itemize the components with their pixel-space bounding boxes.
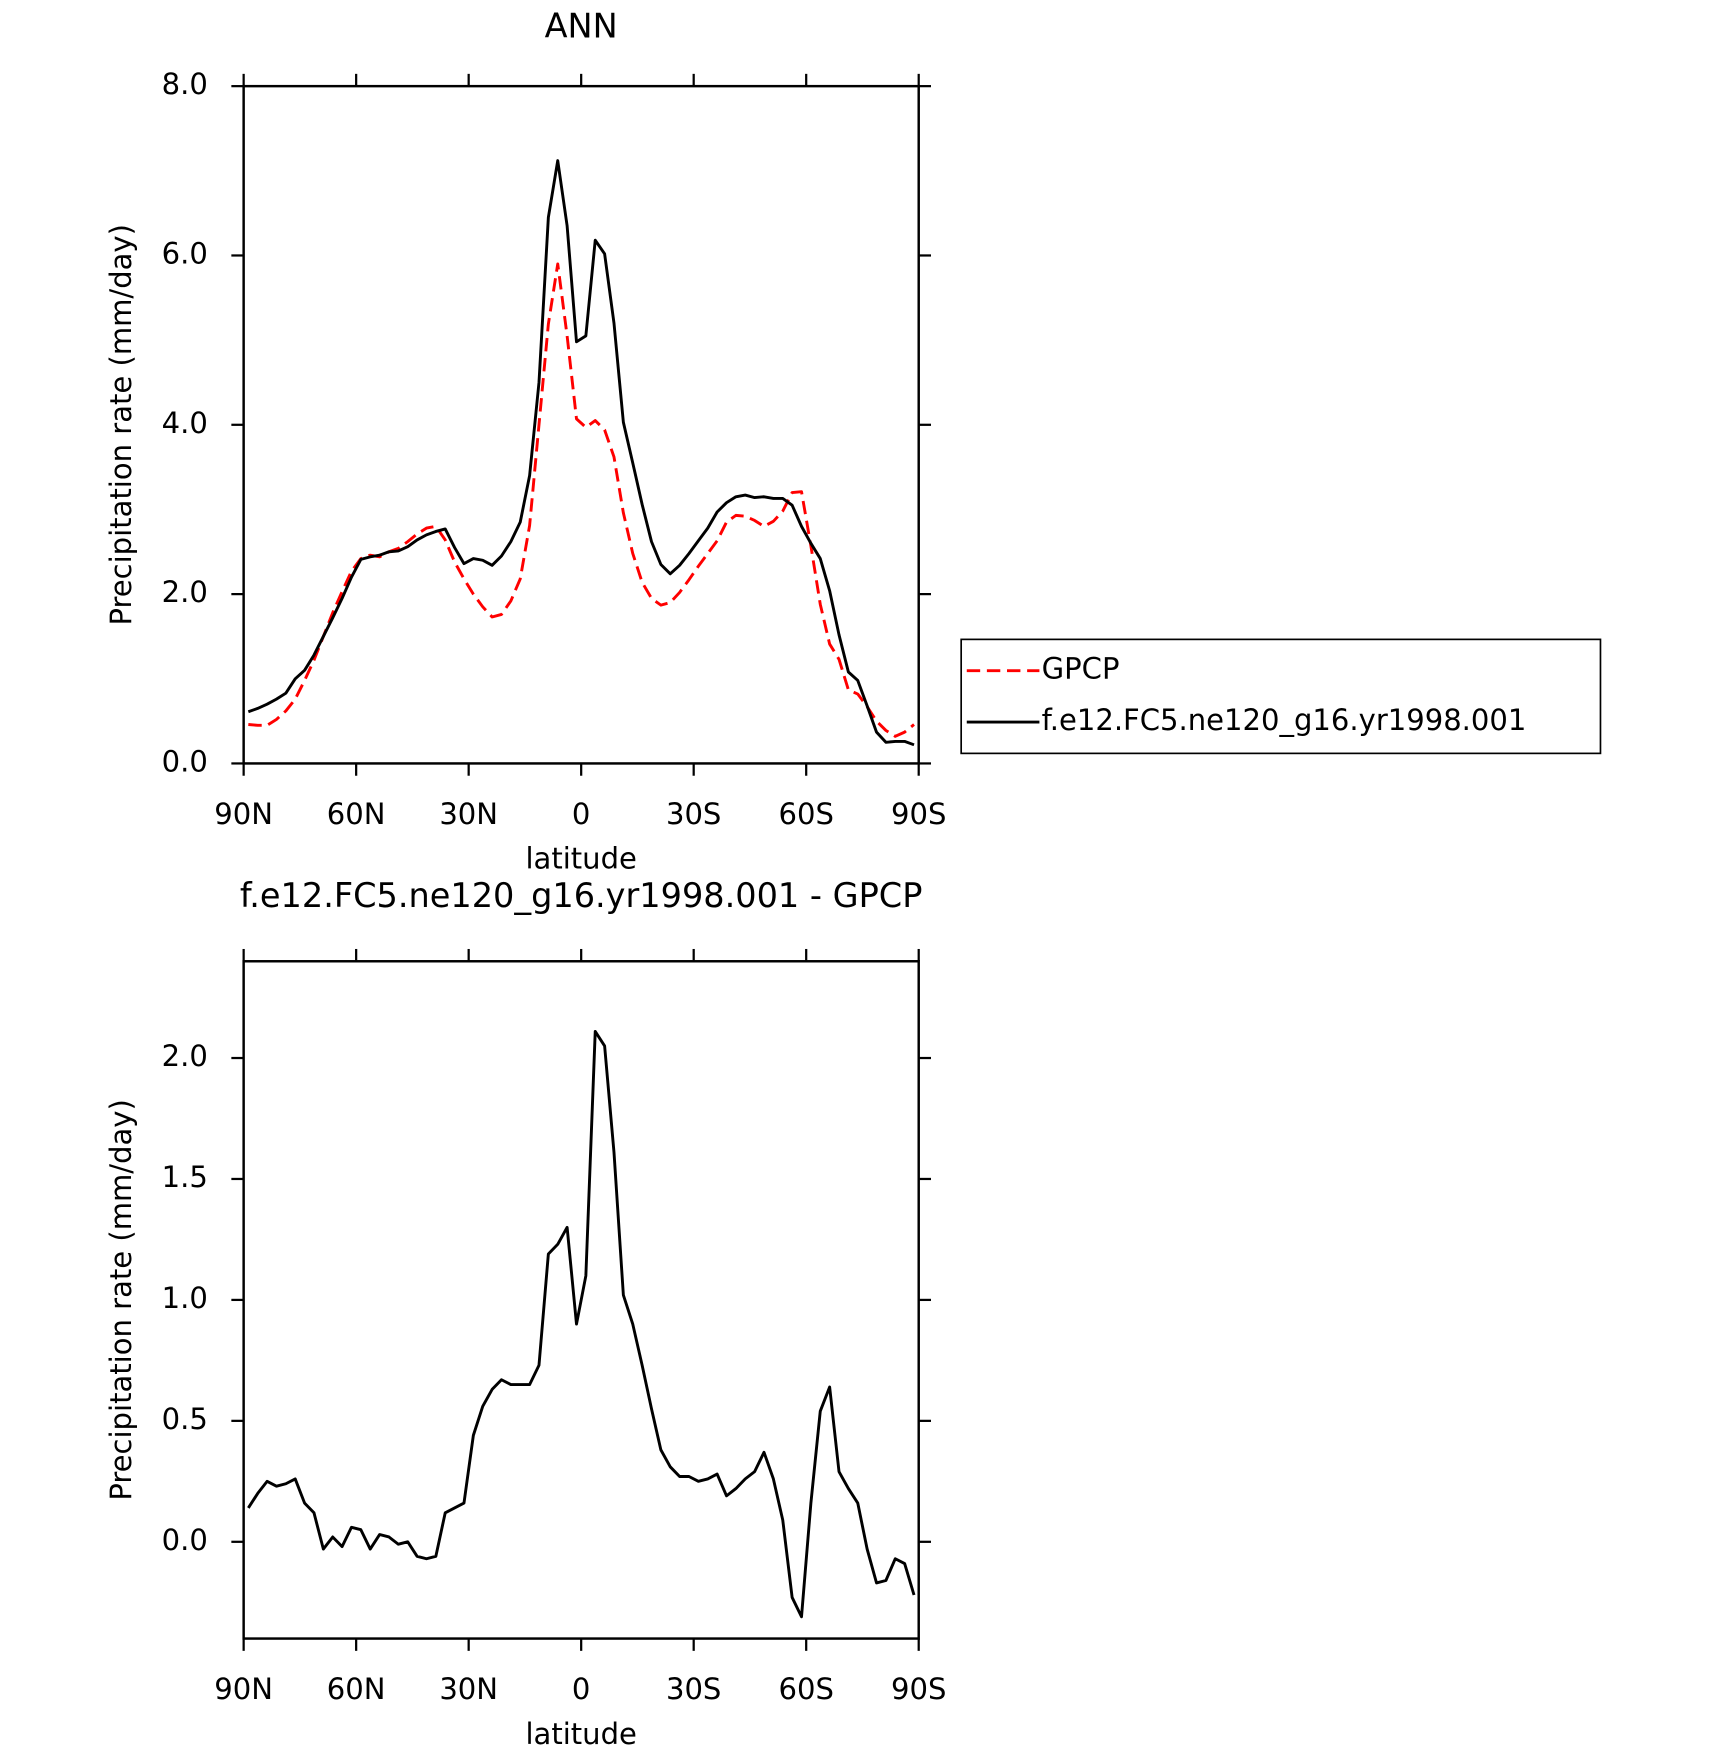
x-tick-label: 60N: [327, 797, 386, 831]
y-tick-label: 0.0: [162, 744, 208, 778]
y-tick-label: 2.0: [162, 575, 208, 609]
chart-title: f.e12.FC5.ne120_g16.yr1998.001 - GPCP: [240, 876, 923, 915]
plot-frame: [242, 84, 920, 765]
legend-label: GPCP: [1042, 652, 1120, 686]
data-line: [247, 159, 915, 747]
x-axis-label: latitude: [525, 842, 636, 876]
y-tick-label: 0.0: [162, 1523, 208, 1557]
legend-label: f.e12.FC5.ne120_g16.yr1998.001: [1042, 703, 1527, 737]
x-tick-label: 60S: [778, 1672, 833, 1706]
x-tick-label: 0: [572, 1672, 590, 1706]
x-tick-label: 0: [572, 797, 590, 831]
x-tick-label: 30S: [666, 797, 721, 831]
y-tick-label: 0.5: [162, 1402, 208, 1436]
legend-box: [960, 638, 1602, 755]
plot-frame: [242, 960, 920, 1640]
y-axis-label: Precipitation rate (mm/day): [104, 1099, 138, 1501]
x-tick-label: 60S: [778, 797, 833, 831]
x-tick-label: 30N: [439, 797, 498, 831]
y-axis-label: Precipitation rate (mm/day): [104, 224, 138, 626]
x-tick-label: 30N: [439, 1672, 498, 1706]
x-tick-label: 90N: [214, 797, 273, 831]
data-line: [248, 262, 915, 738]
chart-title: ANN: [545, 7, 618, 46]
y-tick-label: 1.5: [162, 1160, 208, 1194]
x-tick-label: 90S: [891, 1672, 946, 1706]
x-tick-label: 90S: [891, 797, 946, 831]
x-tick-label: 30S: [666, 1672, 721, 1706]
y-tick-label: 8.0: [162, 67, 208, 101]
x-tick-label: 90N: [214, 1672, 273, 1706]
x-axis-label: latitude: [525, 1717, 636, 1751]
y-tick-label: 1.0: [162, 1281, 208, 1315]
y-tick-label: 6.0: [162, 236, 208, 270]
data-line: [247, 1029, 916, 1619]
y-tick-label: 2.0: [162, 1039, 208, 1073]
x-tick-label: 60N: [327, 1672, 386, 1706]
y-tick-label: 4.0: [162, 406, 208, 440]
